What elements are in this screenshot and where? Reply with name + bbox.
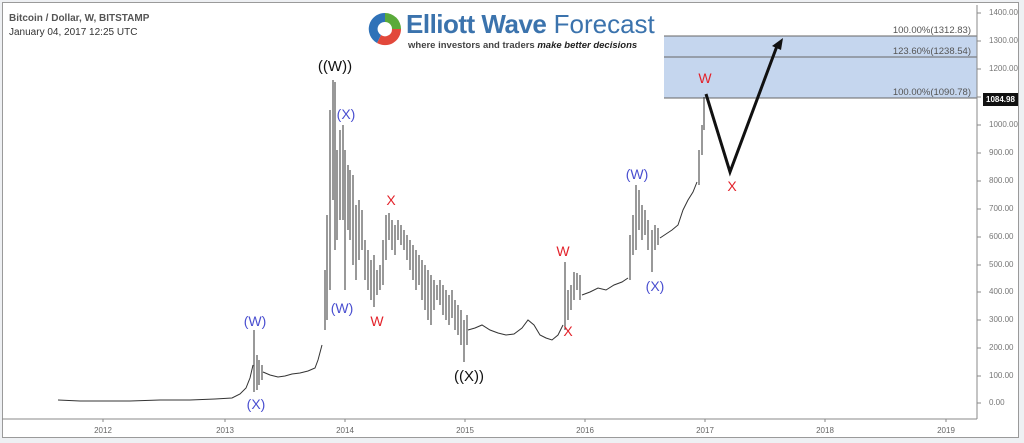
symbol-title: Bitcoin / Dollar, W, BITSTAMP (9, 13, 150, 24)
y-tick: 1400.00 (989, 8, 1018, 17)
y-tick: 700.00 (989, 204, 1014, 213)
wave-label: (W) (243, 313, 267, 329)
x-tick: 2015 (456, 426, 474, 435)
y-tick: 100.00 (989, 371, 1014, 380)
x-tick: 2019 (937, 426, 955, 435)
wave-label: (X) (246, 396, 266, 412)
wave-label: ((W)) (317, 58, 353, 75)
logo-swirl-icon (368, 12, 402, 46)
fib-label-1: 100.00%(1312.83) (892, 25, 971, 36)
y-tick: 500.00 (989, 260, 1014, 269)
x-tick: 2016 (576, 426, 594, 435)
x-tick: 2018 (816, 426, 834, 435)
y-tick: 300.00 (989, 315, 1014, 324)
x-tick: 2014 (336, 426, 354, 435)
x-tick: 2013 (216, 426, 234, 435)
y-tick: 900.00 (989, 148, 1014, 157)
projection-path (704, 45, 779, 177)
logo-tagline: where investors and traders make better … (408, 40, 638, 51)
logo-name: Elliott Wave Forecast (406, 9, 655, 39)
target-zone (664, 36, 977, 98)
fib-label-3: 100.00%(1090.78) (892, 87, 971, 98)
x-tick: 2017 (696, 426, 714, 435)
x-tick: 2012 (94, 426, 112, 435)
current-price-tag: 1084.98 (983, 93, 1018, 106)
y-tick: 400.00 (989, 287, 1014, 296)
wave-label: W (698, 70, 712, 86)
wave-label: (X) (645, 278, 665, 294)
wave-label: (X) (336, 106, 356, 122)
y-tick: 200.00 (989, 343, 1014, 352)
y-tick: 800.00 (989, 176, 1014, 185)
y-tick: 1000.00 (989, 120, 1018, 129)
wave-label: (W) (330, 300, 354, 316)
wave-label: X (386, 192, 396, 208)
wave-label: W (556, 243, 570, 259)
chart-date: January 04, 2017 12:25 UTC (9, 27, 138, 38)
fib-label-2: 123.60%(1238.54) (892, 46, 971, 57)
wave-label: ((X)) (454, 368, 484, 385)
y-tick: 0.00 (989, 398, 1005, 407)
wave-label: X (727, 178, 737, 194)
y-tick: 600.00 (989, 232, 1014, 241)
wave-label: (W) (625, 166, 649, 182)
wave-label: W (370, 313, 384, 329)
projection-arrowhead (772, 38, 783, 50)
y-tick: 1300.00 (989, 36, 1018, 45)
y-tick: 1200.00 (989, 64, 1018, 73)
price-bars (57, 80, 705, 402)
wave-label: X (563, 323, 573, 339)
